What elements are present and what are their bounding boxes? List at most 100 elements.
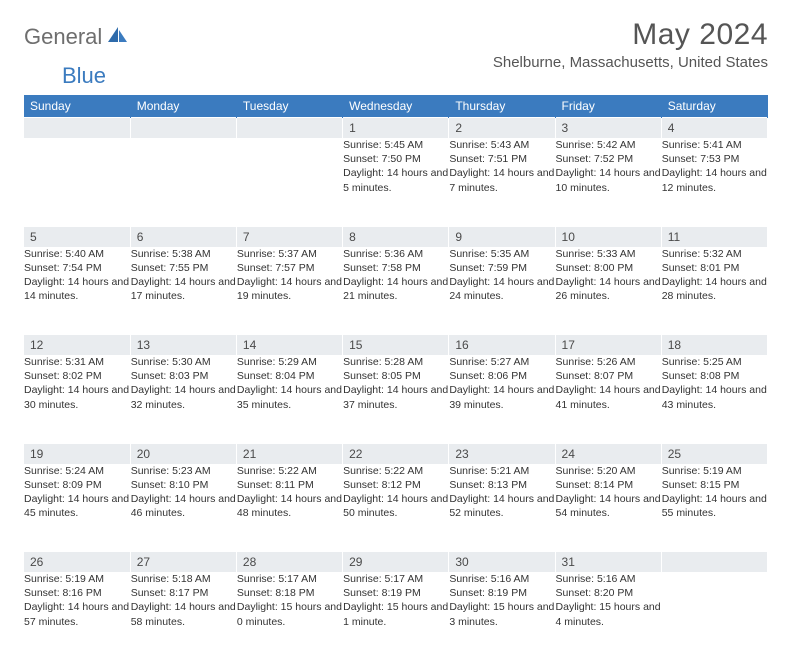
day-number: 7	[236, 226, 342, 247]
day-number: 11	[661, 226, 767, 247]
sunrise-text: Sunrise: 5:43 AM	[449, 138, 554, 152]
day-number: 30	[449, 552, 555, 573]
daylight-text: Daylight: 15 hours and 4 minutes.	[556, 600, 661, 628]
day-cell: Sunrise: 5:38 AMSunset: 7:55 PMDaylight:…	[130, 247, 236, 335]
day-number: 1	[343, 118, 449, 139]
sunset-text: Sunset: 7:58 PM	[343, 261, 448, 275]
day-cell: Sunrise: 5:17 AMSunset: 8:18 PMDaylight:…	[236, 572, 342, 660]
sunset-text: Sunset: 7:57 PM	[237, 261, 342, 275]
day-cell: Sunrise: 5:16 AMSunset: 8:20 PMDaylight:…	[555, 572, 661, 660]
sunset-text: Sunset: 8:11 PM	[237, 478, 342, 492]
daylight-text: Daylight: 14 hours and 39 minutes.	[449, 383, 554, 411]
sunrise-text: Sunrise: 5:20 AM	[556, 464, 661, 478]
day-cell: Sunrise: 5:25 AMSunset: 8:08 PMDaylight:…	[661, 355, 767, 443]
day-number: 6	[130, 226, 236, 247]
sunset-text: Sunset: 7:52 PM	[556, 152, 661, 166]
day-cell	[130, 138, 236, 226]
sunrise-text: Sunrise: 5:36 AM	[343, 247, 448, 261]
sunrise-text: Sunrise: 5:19 AM	[662, 464, 767, 478]
title-block: May 2024 Shelburne, Massachusetts, Unite…	[493, 18, 768, 71]
sunset-text: Sunset: 8:01 PM	[662, 261, 767, 275]
day-content-row: Sunrise: 5:31 AMSunset: 8:02 PMDaylight:…	[24, 355, 768, 443]
daylight-text: Daylight: 14 hours and 55 minutes.	[662, 492, 767, 520]
day-number-row: 567891011	[24, 226, 768, 247]
weekday-header: Thursday	[449, 95, 555, 118]
sunset-text: Sunset: 7:53 PM	[662, 152, 767, 166]
sunset-text: Sunset: 8:18 PM	[237, 586, 342, 600]
sunset-text: Sunset: 8:13 PM	[449, 478, 554, 492]
weekday-header: Sunday	[24, 95, 130, 118]
daylight-text: Daylight: 14 hours and 14 minutes.	[24, 275, 130, 303]
calendar-table: Sunday Monday Tuesday Wednesday Thursday…	[24, 95, 768, 660]
day-cell: Sunrise: 5:29 AMSunset: 8:04 PMDaylight:…	[236, 355, 342, 443]
day-cell	[661, 572, 767, 660]
day-content-row: Sunrise: 5:40 AMSunset: 7:54 PMDaylight:…	[24, 247, 768, 335]
day-cell: Sunrise: 5:27 AMSunset: 8:06 PMDaylight:…	[449, 355, 555, 443]
day-cell: Sunrise: 5:23 AMSunset: 8:10 PMDaylight:…	[130, 464, 236, 552]
day-number: 10	[555, 226, 661, 247]
daylight-text: Daylight: 14 hours and 32 minutes.	[131, 383, 236, 411]
day-number: 21	[236, 443, 342, 464]
sunrise-text: Sunrise: 5:27 AM	[449, 355, 554, 369]
day-number	[24, 118, 130, 139]
sunset-text: Sunset: 8:09 PM	[24, 478, 130, 492]
sunset-text: Sunset: 8:17 PM	[131, 586, 236, 600]
day-number: 16	[449, 335, 555, 356]
day-cell: Sunrise: 5:41 AMSunset: 7:53 PMDaylight:…	[661, 138, 767, 226]
day-cell: Sunrise: 5:30 AMSunset: 8:03 PMDaylight:…	[130, 355, 236, 443]
daylight-text: Daylight: 14 hours and 17 minutes.	[131, 275, 236, 303]
day-cell: Sunrise: 5:21 AMSunset: 8:13 PMDaylight:…	[449, 464, 555, 552]
day-number-row: 12131415161718	[24, 335, 768, 356]
day-number: 23	[449, 443, 555, 464]
day-cell: Sunrise: 5:32 AMSunset: 8:01 PMDaylight:…	[661, 247, 767, 335]
location-text: Shelburne, Massachusetts, United States	[493, 54, 768, 71]
weekday-header-row: Sunday Monday Tuesday Wednesday Thursday…	[24, 95, 768, 118]
day-number: 22	[343, 443, 449, 464]
sunset-text: Sunset: 8:10 PM	[131, 478, 236, 492]
daylight-text: Daylight: 15 hours and 0 minutes.	[237, 600, 342, 628]
day-number: 15	[343, 335, 449, 356]
day-cell: Sunrise: 5:45 AMSunset: 7:50 PMDaylight:…	[343, 138, 449, 226]
weekday-header: Tuesday	[236, 95, 342, 118]
day-cell: Sunrise: 5:36 AMSunset: 7:58 PMDaylight:…	[343, 247, 449, 335]
weekday-header: Wednesday	[343, 95, 449, 118]
day-cell	[24, 138, 130, 226]
sunset-text: Sunset: 8:00 PM	[556, 261, 661, 275]
day-number: 25	[661, 443, 767, 464]
day-number	[130, 118, 236, 139]
day-cell	[236, 138, 342, 226]
sunrise-text: Sunrise: 5:18 AM	[131, 572, 236, 586]
sunset-text: Sunset: 8:06 PM	[449, 369, 554, 383]
day-number: 14	[236, 335, 342, 356]
logo-text-general: General	[24, 24, 102, 50]
day-cell: Sunrise: 5:35 AMSunset: 7:59 PMDaylight:…	[449, 247, 555, 335]
day-cell: Sunrise: 5:20 AMSunset: 8:14 PMDaylight:…	[555, 464, 661, 552]
sunset-text: Sunset: 8:14 PM	[556, 478, 661, 492]
daylight-text: Daylight: 14 hours and 7 minutes.	[449, 166, 554, 194]
day-content-row: Sunrise: 5:24 AMSunset: 8:09 PMDaylight:…	[24, 464, 768, 552]
sunrise-text: Sunrise: 5:26 AM	[556, 355, 661, 369]
day-cell: Sunrise: 5:19 AMSunset: 8:15 PMDaylight:…	[661, 464, 767, 552]
day-number-row: 1234	[24, 118, 768, 139]
daylight-text: Daylight: 14 hours and 54 minutes.	[556, 492, 661, 520]
sunrise-text: Sunrise: 5:28 AM	[343, 355, 448, 369]
logo: General	[24, 18, 131, 50]
sunset-text: Sunset: 8:20 PM	[556, 586, 661, 600]
sunset-text: Sunset: 8:15 PM	[662, 478, 767, 492]
day-cell: Sunrise: 5:28 AMSunset: 8:05 PMDaylight:…	[343, 355, 449, 443]
sunrise-text: Sunrise: 5:17 AM	[237, 572, 342, 586]
daylight-text: Daylight: 14 hours and 41 minutes.	[556, 383, 661, 411]
sunrise-text: Sunrise: 5:38 AM	[131, 247, 236, 261]
sunrise-text: Sunrise: 5:16 AM	[556, 572, 661, 586]
day-number: 3	[555, 118, 661, 139]
day-number: 29	[343, 552, 449, 573]
sunset-text: Sunset: 8:19 PM	[343, 586, 448, 600]
logo-text-blue: Blue	[62, 63, 106, 89]
day-number: 17	[555, 335, 661, 356]
daylight-text: Daylight: 14 hours and 12 minutes.	[662, 166, 767, 194]
sunset-text: Sunset: 7:55 PM	[131, 261, 236, 275]
logo-sail-icon	[107, 26, 129, 49]
day-cell: Sunrise: 5:19 AMSunset: 8:16 PMDaylight:…	[24, 572, 130, 660]
day-number: 19	[24, 443, 130, 464]
day-number: 12	[24, 335, 130, 356]
